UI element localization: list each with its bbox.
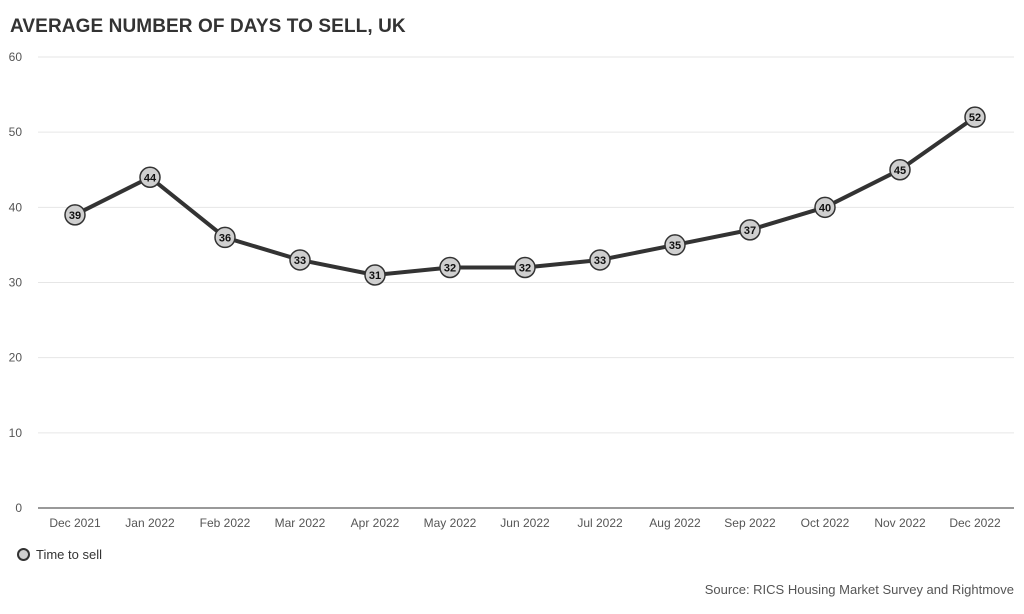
y-tick-label: 10 (9, 426, 23, 440)
legend[interactable]: Time to sell (17, 547, 102, 562)
gridlines (38, 56, 1014, 434)
y-tick-label: 60 (9, 50, 23, 64)
x-tick-label: Mar 2022 (275, 516, 326, 530)
x-tick-label: Dec 2021 (49, 516, 101, 530)
data-point (514, 256, 536, 279)
data-label: 52 (969, 112, 981, 124)
data-label: 40 (819, 202, 831, 214)
data-point (64, 204, 86, 226)
y-tick-label: 40 (9, 200, 23, 214)
y-tick-label: 50 (9, 125, 23, 139)
x-tick-label: Jan 2022 (125, 516, 175, 530)
y-tick-label: 0 (15, 501, 22, 515)
data-label: 32 (444, 262, 456, 274)
data-point (964, 106, 986, 128)
series-line (73, 115, 977, 277)
data-label: 31 (369, 270, 381, 282)
data-label: 44 (144, 172, 157, 184)
x-tick-label: Dec 2022 (949, 516, 1001, 530)
data-point (364, 264, 386, 286)
data-point (739, 219, 761, 241)
data-label: 35 (669, 240, 681, 252)
y-tick-label: 30 (9, 276, 23, 290)
source-note: Source: RICS Housing Market Survey and R… (704, 582, 1014, 597)
data-label: 32 (519, 262, 531, 274)
x-tick-label: Jun 2022 (500, 516, 550, 530)
data-label: 45 (894, 165, 906, 177)
axes: 0 10 20 30 40 50 60 Dec 2021 Jan 2022 Feb 2022 Mar… (9, 50, 1014, 530)
y-tick-label: 20 (9, 351, 23, 365)
data-point (139, 166, 161, 189)
data-label: 36 (219, 232, 231, 244)
data-point (439, 256, 461, 279)
data-label: 37 (744, 225, 756, 237)
x-tick-label: Apr 2022 (351, 516, 400, 530)
x-tick-label: Aug 2022 (649, 516, 701, 530)
data-point (664, 234, 686, 256)
chart-title: AVERAGE NUMBER OF DAYS TO SELL, UK (10, 16, 406, 37)
data-point (589, 249, 611, 271)
legend-marker-icon (17, 548, 30, 561)
x-tick-label: Oct 2022 (801, 516, 850, 530)
x-tick-label: Sep 2022 (724, 516, 776, 530)
x-tick-label: Feb 2022 (200, 516, 251, 530)
x-tick-label: May 2022 (424, 516, 477, 530)
series-time-to-sell: 39 44 36 33 31 32 32 33 35 37 40 45 52 (64, 106, 986, 286)
data-label: 33 (594, 255, 606, 267)
data-label: 39 (69, 210, 81, 222)
x-tick-label: Jul 2022 (577, 516, 623, 530)
data-point (814, 196, 836, 219)
data-point (289, 249, 311, 271)
data-label: 33 (294, 255, 306, 267)
x-tick-label: Nov 2022 (874, 516, 926, 530)
data-point (889, 159, 911, 181)
data-point (214, 226, 236, 249)
legend-label: Time to sell (36, 547, 102, 562)
